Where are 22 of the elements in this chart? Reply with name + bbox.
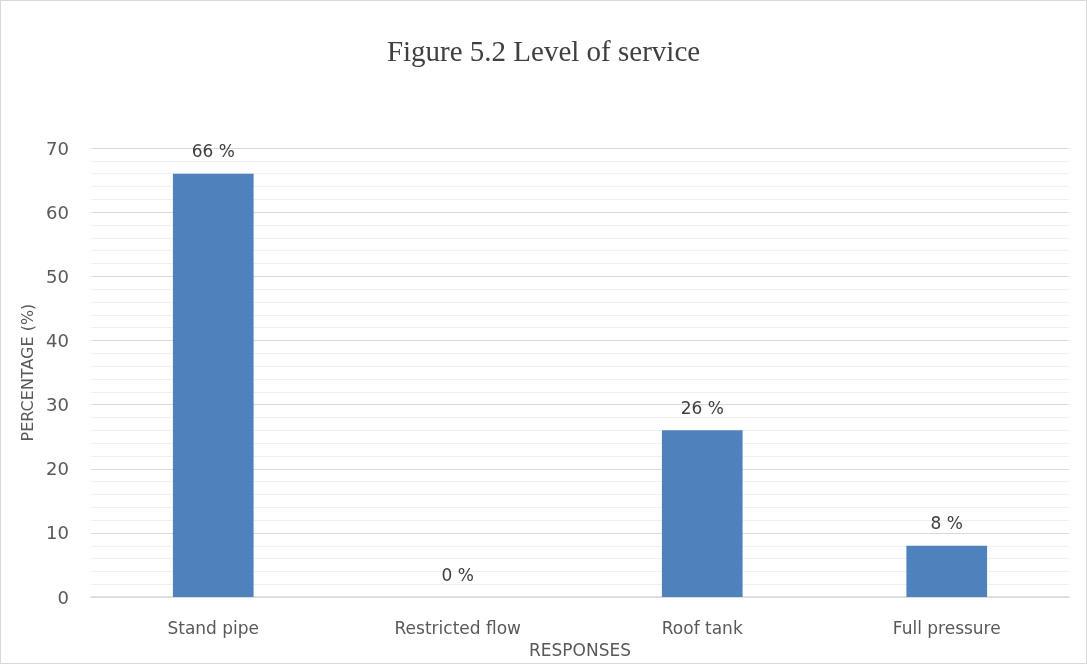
x-axis-title: RESPONSES (528, 639, 632, 660)
y-tick-label: 70 (46, 137, 69, 159)
y-tick-label: 30 (46, 394, 69, 416)
x-tick-label: Full pressure (892, 617, 1001, 638)
y-axis-title: PERCENTAGE (%) (17, 303, 37, 442)
data-label: 66 % (191, 141, 235, 162)
x-tick-label: Stand pipe (167, 617, 260, 638)
bar (661, 430, 743, 598)
bar (172, 173, 254, 598)
bar (906, 545, 988, 598)
y-tick-label: 50 (46, 265, 69, 287)
chart-title: Figure 5.2 Level of service (386, 34, 701, 67)
data-label: 0 % (441, 564, 474, 585)
y-tick-label: 10 (46, 522, 69, 544)
data-label: 8 % (930, 513, 963, 534)
y-tick-label: 0 (57, 586, 69, 608)
y-tick-label: 40 (46, 329, 69, 351)
y-tick-label: 20 (46, 458, 69, 480)
x-tick-label: Roof tank (661, 617, 743, 638)
y-tick-label: 60 (46, 201, 69, 223)
data-label: 26 % (680, 397, 724, 418)
x-tick-label: Restricted flow (394, 617, 522, 638)
